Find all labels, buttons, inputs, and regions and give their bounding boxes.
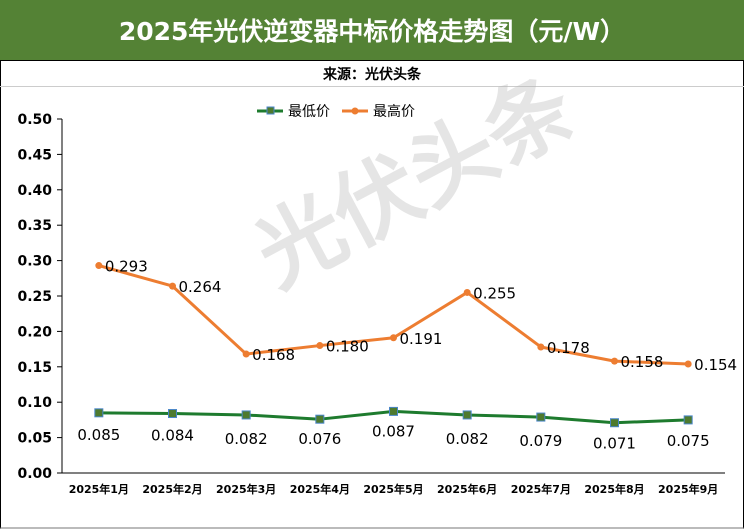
legend-marker: [266, 106, 275, 115]
x-tick-label: 2025年8月: [584, 482, 644, 496]
y-tick-label: 0.15: [17, 360, 52, 376]
data-label: 0.084: [151, 427, 194, 445]
data-label: 0.168: [252, 346, 295, 364]
data-point: [390, 334, 397, 342]
data-point: [316, 342, 324, 350]
data-point: [537, 343, 545, 351]
data-label: 0.180: [326, 338, 369, 356]
legend-label: 最高价: [373, 103, 415, 120]
y-tick-label: 0.05: [17, 431, 52, 447]
data-point: [463, 288, 471, 296]
data-label: 0.255: [473, 284, 516, 302]
data-label: 0.087: [372, 422, 415, 440]
data-label: 0.154: [694, 356, 737, 374]
data-label: 0.178: [547, 339, 590, 357]
data-point: [683, 415, 693, 425]
y-tick-label: 0.45: [17, 147, 52, 163]
legend-label: 最低价: [288, 104, 330, 120]
y-tick-label: 0.40: [17, 183, 52, 199]
data-point: [610, 418, 619, 428]
data-label: 0.293: [105, 258, 148, 276]
data-point: [684, 360, 692, 368]
data-label: 0.082: [446, 430, 489, 448]
x-tick-label: 2025年3月: [216, 482, 276, 496]
data-point: [241, 410, 251, 420]
data-point: [169, 282, 176, 290]
data-point: [242, 350, 250, 358]
y-tick-label: 0.10: [17, 395, 52, 411]
data-point: [611, 357, 618, 365]
data-label: 0.264: [179, 278, 222, 296]
x-tick-label: 2025年1月: [69, 482, 129, 496]
y-tick-label: 0.25: [17, 289, 52, 305]
data-label: 0.076: [298, 430, 341, 448]
data-label: 0.071: [593, 435, 636, 453]
chart-source: 来源：光伏头条: [0, 61, 744, 87]
chart-title: 2025年光伏逆变器中标价格走势图（元/W）: [0, 0, 744, 61]
data-label: 0.075: [667, 432, 710, 450]
data-point: [95, 262, 103, 270]
x-tick-label: 2025年6月: [437, 482, 497, 496]
y-tick-label: 0.50: [17, 112, 52, 128]
data-point: [94, 408, 104, 418]
data-point: [168, 409, 177, 419]
data-label: 0.158: [621, 353, 664, 371]
y-tick-label: 0.20: [17, 324, 52, 340]
data-point: [389, 406, 398, 416]
data-point: [315, 414, 325, 424]
y-tick-label: 0.00: [17, 466, 52, 482]
x-tick-label: 2025年4月: [290, 482, 350, 496]
y-tick-label: 0.35: [17, 218, 52, 234]
data-label: 0.082: [225, 430, 268, 448]
x-tick-label: 2025年5月: [363, 482, 423, 496]
x-tick-label: 2025年2月: [142, 482, 202, 496]
data-label: 0.085: [77, 426, 120, 444]
x-tick-label: 2025年7月: [511, 482, 571, 496]
x-tick-label: 2025年9月: [658, 482, 718, 496]
y-tick-label: 0.30: [17, 254, 52, 270]
legend-marker: [351, 107, 359, 115]
data-point: [536, 412, 546, 422]
data-point: [462, 410, 472, 420]
data-label: 0.191: [400, 330, 443, 348]
data-label: 0.079: [519, 432, 562, 450]
